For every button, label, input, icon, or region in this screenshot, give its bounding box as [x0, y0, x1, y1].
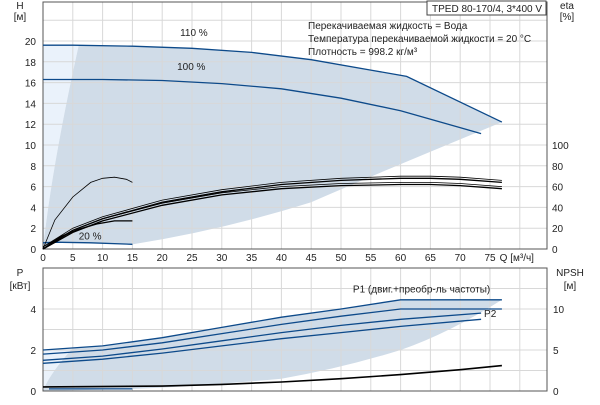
x-tick-label: 20	[157, 253, 169, 264]
operating-range-region	[43, 45, 502, 249]
y2-tick-label: 80	[552, 162, 564, 173]
operating-range-region	[43, 299, 502, 391]
curve-p2	[42, 312, 482, 361]
top-plot-frame	[42, 1, 548, 250]
curve-eta-100-	[42, 183, 502, 250]
p-axis-label: P	[17, 268, 24, 279]
bottom-plot-frame	[42, 267, 548, 392]
x-tick-label: 65	[425, 253, 437, 264]
fluid-info-0: Перекачиваемая жидкость = Вода	[308, 21, 468, 32]
label-110: 110 %	[180, 28, 208, 39]
y-tick-label: 6	[30, 183, 36, 194]
y-tick-label: 10	[25, 141, 37, 152]
x-tick-label: 0	[40, 253, 46, 264]
x-tick-label: 10	[97, 253, 109, 264]
x-axis-label: Q [м³/ч]	[500, 253, 535, 264]
light-region	[43, 347, 73, 391]
x-tick-label: 70	[455, 253, 467, 264]
y2-axis-label: eta	[560, 1, 574, 12]
title-box	[426, 0, 547, 16]
label-100: 100 %	[177, 62, 205, 73]
y2-axis-unit: [%]	[560, 12, 575, 23]
y-tick-label: 2	[30, 224, 36, 235]
label-p2: P2	[484, 309, 497, 320]
y-axis-label: H	[16, 1, 23, 12]
y-tick-label: 12	[25, 120, 37, 131]
p-tick-label: 4	[30, 305, 36, 316]
y2-tick-label: 20	[552, 224, 564, 235]
y-tick-label: 14	[25, 99, 37, 110]
y2-tick-label: 100	[552, 141, 569, 152]
curve-110-	[43, 44, 503, 123]
x-tick-label: 5	[70, 253, 76, 264]
y-axis-unit: [м]	[14, 12, 27, 23]
y2-tick-label: 40	[552, 203, 564, 214]
label-p1: P1 (двиг.+преобр-ль частоты)	[353, 284, 490, 296]
npsh-axis-unit: [м]	[564, 281, 577, 292]
npsh-tick-label: 10	[553, 305, 565, 316]
x-tick-label: 55	[365, 253, 377, 264]
chart-title: TPED 80-170/4, 3*400 V	[432, 4, 542, 15]
x-tick-label: 50	[335, 253, 347, 264]
fluid-info-2: Плотность = 998.2 кг/м³	[308, 47, 418, 58]
curve-npsh	[42, 364, 502, 388]
p-tick-label: 0	[30, 387, 36, 398]
curve-p1-двиг-преобр-ль-частоты-	[42, 299, 502, 351]
y2-tick-label: 0	[552, 245, 558, 256]
npsh-tick-label: 0	[553, 387, 559, 398]
y-tick-label: 20	[25, 37, 37, 48]
npsh-tick-label: 5	[553, 346, 559, 357]
x-tick-label: 35	[246, 253, 258, 264]
curve-100-	[43, 78, 482, 135]
p-tick-label: 2	[30, 346, 36, 357]
curve-eta-20-	[42, 176, 133, 250]
curve-p1-100-	[42, 308, 502, 355]
y-tick-label: 16	[25, 79, 37, 90]
x-tick-label: 45	[306, 253, 318, 264]
curve-shadow	[42, 181, 502, 248]
y-tick-label: 0	[30, 245, 36, 256]
x-tick-label: 30	[216, 253, 228, 264]
y-tick-label: 8	[30, 162, 36, 173]
curve-20-	[42, 241, 133, 245]
x-tick-label: 75	[484, 253, 496, 264]
label-20: 20 %	[79, 232, 102, 243]
y-tick-label: 4	[30, 203, 36, 214]
y2-tick-label: 60	[552, 183, 564, 194]
x-tick-label: 15	[127, 253, 139, 264]
x-tick-label: 40	[276, 253, 288, 264]
curve-shadow	[42, 175, 502, 248]
x-tick-label: 25	[186, 253, 198, 264]
curve-p2-100-	[42, 318, 482, 364]
p-axis-unit: [кВт]	[10, 281, 31, 292]
y-tick-label: 18	[25, 58, 37, 69]
light-region	[43, 45, 79, 249]
x-tick-label: 60	[395, 253, 407, 264]
fluid-info-1: Температура перекачиваемой жидкости = 20…	[308, 34, 531, 45]
npsh-axis-label: NPSH	[556, 268, 584, 279]
